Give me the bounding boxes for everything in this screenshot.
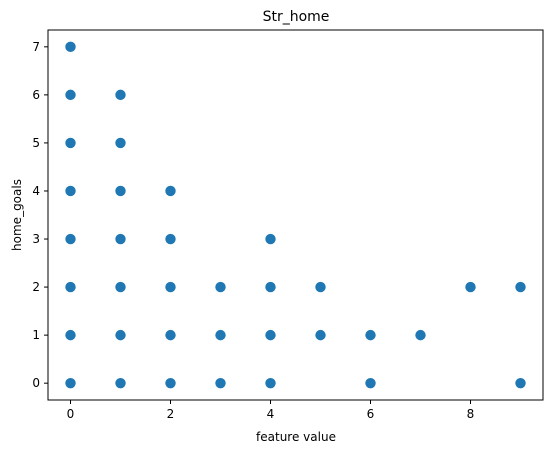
y-tick-label: 2 [32,280,40,294]
scatter-point [465,281,476,293]
scatter-point [115,233,126,245]
y-tick-label: 7 [32,40,40,54]
plot-frame [47,29,544,401]
y-axis-label: home_goals [10,179,24,251]
scatter-point [65,137,76,149]
scatter-point [215,281,226,293]
scatter-point [165,185,176,197]
scatter-point [65,281,76,293]
scatter-point [215,377,226,389]
scatter-point [115,329,126,341]
scatter-point [65,233,76,245]
scatter-point [165,233,176,245]
scatter-point [65,377,76,389]
x-tick-label: 2 [167,407,175,421]
scatter-point [165,329,176,341]
y-tick-label: 3 [32,232,40,246]
scatter-point [65,185,76,197]
scatter-point [365,377,376,389]
chart-title: Str_home [263,9,330,25]
scatter-point [265,233,276,245]
scatter-point [265,377,276,389]
scatter-point [115,89,126,101]
scatter-point [315,281,326,293]
scatter-point [515,281,526,293]
scatter-point [115,377,126,389]
y-tick-label: 6 [32,88,40,102]
scatter-point [115,185,126,197]
y-tick-label: 4 [32,184,40,198]
x-axis-label: feature value [256,430,336,444]
x-tick-label: 6 [367,407,375,421]
scatter-point [315,329,326,341]
scatter-point [415,329,426,341]
scatter-point [115,137,126,149]
y-tick-label: 5 [32,136,40,150]
y-tick-label: 1 [32,328,40,342]
scatter-point [165,377,176,389]
y-tick-label: 0 [32,376,40,390]
scatter-point [65,329,76,341]
x-tick-label: 8 [467,407,475,421]
scatter-point [115,281,126,293]
data-points [65,41,526,389]
scatter-point [65,89,76,101]
scatter-point [265,329,276,341]
scatter-point [65,41,76,53]
axis-ticks: 0 2 4 6 8 0 1 2 3 4 5 6 7 [32,40,474,421]
scatter-point [515,377,526,389]
scatter-point [265,281,276,293]
scatter-point [365,329,376,341]
scatter-point [165,281,176,293]
x-tick-label: 0 [67,407,75,421]
x-tick-label: 4 [267,407,275,421]
scatter-point [215,329,226,341]
